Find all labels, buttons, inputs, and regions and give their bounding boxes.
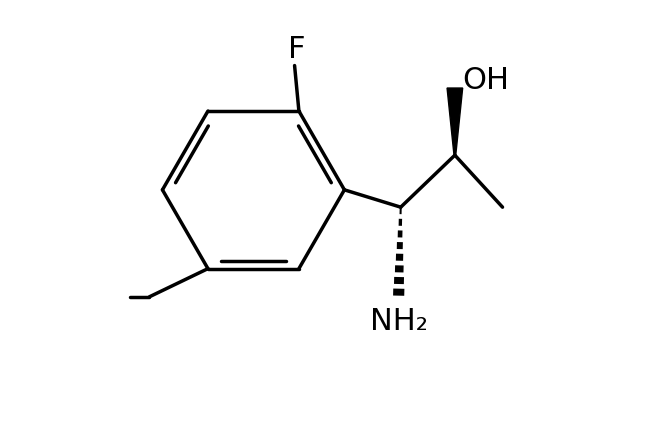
Text: NH₂: NH₂ (369, 307, 428, 336)
Text: OH: OH (462, 66, 510, 95)
Polygon shape (447, 88, 463, 155)
Text: F: F (288, 34, 305, 64)
